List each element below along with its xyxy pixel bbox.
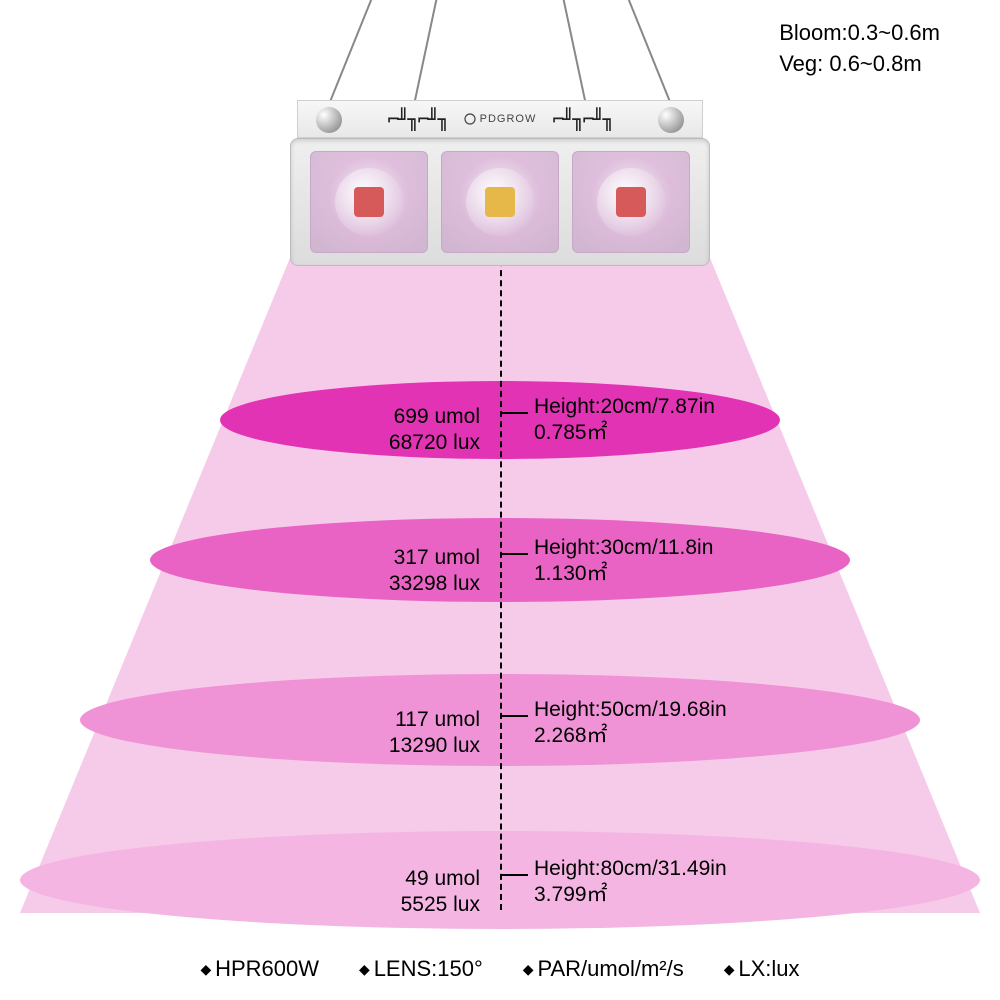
bloom-spec: Bloom:0.3~0.6m <box>779 18 940 49</box>
area-value: 1.130㎡ <box>534 561 713 587</box>
cob-lens <box>335 168 403 236</box>
lux-value: 33298 lux <box>389 571 480 597</box>
umol-value: 117 umol <box>389 707 480 733</box>
par-lux-label: 49 umol5525 lux <box>401 866 480 919</box>
height-area-label: Height:50cm/19.68in2.268㎡ <box>534 697 727 750</box>
brand-text: PDGROW <box>480 113 537 125</box>
par-lux-label: 699 umol68720 lux <box>389 404 480 457</box>
cob-chip <box>485 187 515 217</box>
height-tick <box>500 874 528 876</box>
cob-module <box>441 151 559 253</box>
area-value: 3.799㎡ <box>534 882 727 908</box>
screw-icon <box>658 107 684 133</box>
lux-value: 68720 lux <box>389 430 480 456</box>
infographic-stage: 699 umol68720 lux Height:20cm/7.87in0.785… <box>0 0 1000 1000</box>
lux-value: 13290 lux <box>389 733 480 759</box>
legend-lx: LX:lux <box>724 956 800 982</box>
height-tick <box>500 412 528 414</box>
center-dashed-line <box>500 240 502 910</box>
device-body <box>290 138 710 266</box>
cob-lens <box>597 168 665 236</box>
cob-module <box>310 151 428 253</box>
legend-row: HPR600W LENS:150° PAR/umol/m²/s LX:lux <box>0 956 1000 982</box>
height-value: Height:30cm/11.8in <box>534 535 713 561</box>
distance-specs: Bloom:0.3~0.6m Veg: 0.6~0.8m <box>779 18 940 80</box>
height-value: Height:80cm/31.49in <box>534 856 727 882</box>
area-value: 0.785㎡ <box>534 420 715 446</box>
vent-pattern: ⌐╜╖⌐╜╖ <box>552 107 612 131</box>
legend-lens: LENS:150° <box>359 956 483 982</box>
area-value: 2.268㎡ <box>534 723 727 749</box>
height-tick <box>500 553 528 555</box>
height-area-label: Height:80cm/31.49in3.799㎡ <box>534 856 727 909</box>
height-area-label: Height:20cm/7.87in0.785㎡ <box>534 394 715 447</box>
height-value: Height:50cm/19.68in <box>534 697 727 723</box>
cob-module <box>572 151 690 253</box>
cob-chip <box>354 187 384 217</box>
legend-par: PAR/umol/m²/s <box>523 956 684 982</box>
brand-logo: PDGROW <box>464 113 537 125</box>
cob-chip <box>616 187 646 217</box>
cob-lens <box>466 168 534 236</box>
umol-value: 49 umol <box>401 866 480 892</box>
globe-icon <box>464 113 476 125</box>
umol-value: 699 umol <box>389 404 480 430</box>
veg-spec: Veg: 0.6~0.8m <box>779 49 940 80</box>
par-lux-label: 117 umol13290 lux <box>389 707 480 760</box>
screw-icon <box>316 107 342 133</box>
lux-value: 5525 lux <box>401 892 480 918</box>
height-value: Height:20cm/7.87in <box>534 394 715 420</box>
height-area-label: Height:30cm/11.8in1.130㎡ <box>534 535 713 588</box>
legend-model: HPR600W <box>200 956 319 982</box>
par-lux-label: 317 umol33298 lux <box>389 545 480 598</box>
height-tick <box>500 715 528 717</box>
umol-value: 317 umol <box>389 545 480 571</box>
grow-light-device: ⌐╜╖⌐╜╖ PDGROW ⌐╜╖⌐╜╖ <box>290 100 710 266</box>
device-top-bar: ⌐╜╖⌐╜╖ PDGROW ⌐╜╖⌐╜╖ <box>297 100 703 138</box>
vent-pattern: ⌐╜╖⌐╜╖ <box>387 107 447 131</box>
